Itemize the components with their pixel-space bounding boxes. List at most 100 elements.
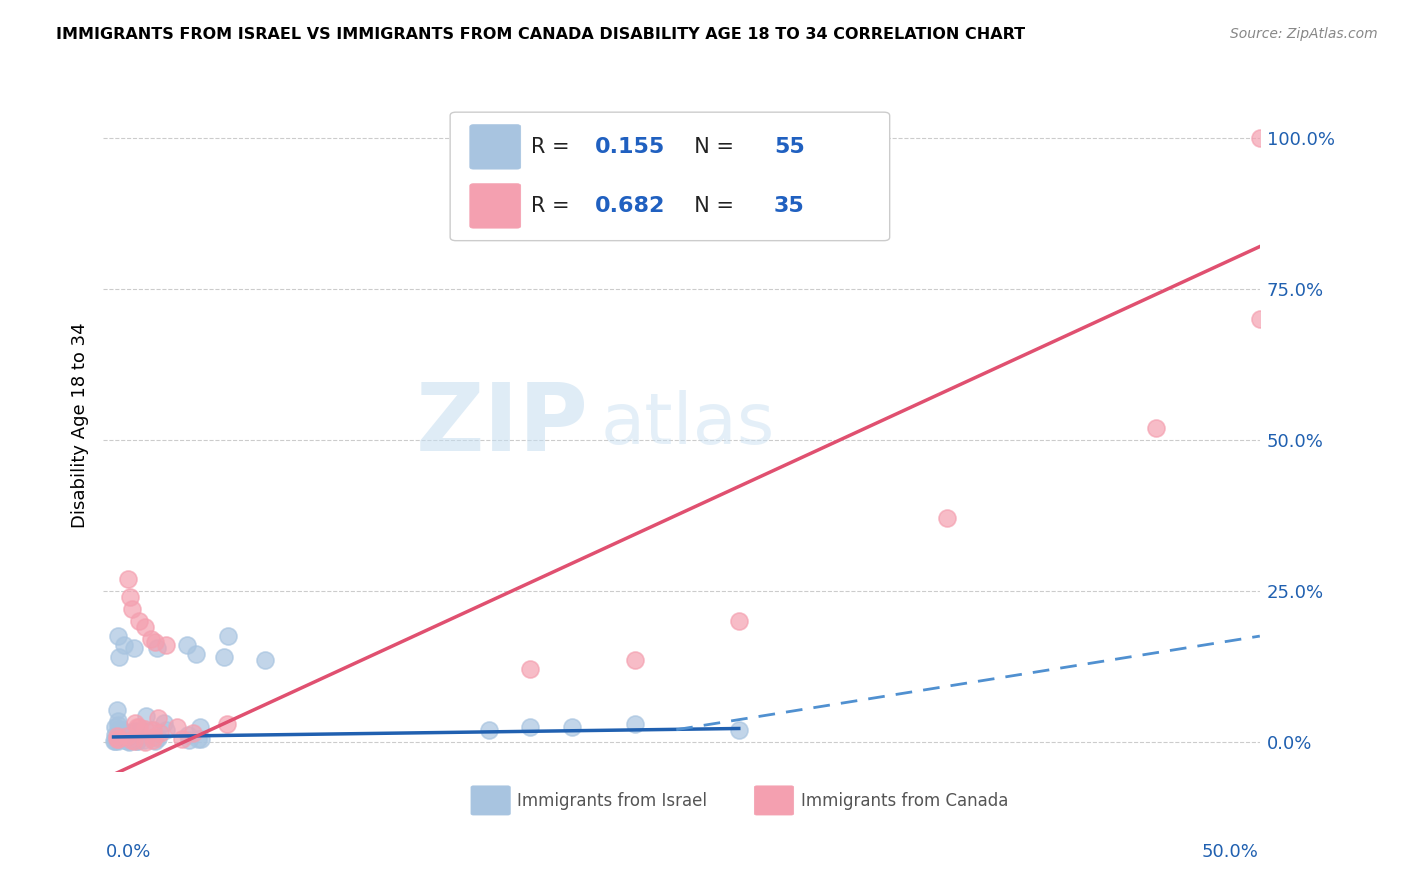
Text: atlas: atlas [600, 390, 775, 459]
Point [120, 732, 142, 747]
Point [111, 724, 134, 739]
Point [112, 638, 135, 652]
Point [121, 729, 143, 743]
Point [107, 722, 129, 736]
Point [125, 723, 148, 738]
FancyBboxPatch shape [755, 786, 793, 815]
Point [176, 638, 198, 652]
Point [103, 734, 125, 748]
Text: N =: N = [682, 136, 741, 157]
Point [127, 734, 149, 748]
Point [125, 731, 148, 746]
Point [1144, 421, 1167, 435]
Point [117, 572, 139, 586]
Point [141, 723, 163, 737]
Point [125, 724, 148, 739]
Point [107, 731, 129, 746]
Point [115, 729, 138, 743]
Point [177, 728, 200, 742]
Text: 0.155: 0.155 [595, 136, 665, 157]
Point [107, 629, 129, 643]
Point [142, 723, 165, 737]
Point [124, 716, 146, 731]
Point [117, 733, 139, 747]
Point [148, 731, 170, 746]
Point [155, 638, 177, 652]
Point [111, 723, 134, 737]
Point [149, 725, 172, 739]
Text: Immigrants from Canada: Immigrants from Canada [800, 792, 1008, 810]
Text: ZIP: ZIP [416, 379, 589, 471]
Point [184, 647, 207, 661]
Text: Immigrants from Israel: Immigrants from Israel [517, 792, 707, 810]
Point [108, 732, 131, 747]
Point [623, 716, 645, 731]
Point [139, 632, 162, 646]
Point [118, 735, 141, 749]
Point [187, 731, 209, 746]
Text: R =: R = [531, 136, 576, 157]
Point [142, 733, 165, 747]
Point [143, 734, 166, 748]
Point [107, 729, 129, 743]
FancyBboxPatch shape [470, 125, 520, 169]
Point [727, 614, 749, 628]
Point [623, 653, 645, 667]
Point [145, 641, 167, 656]
Point [108, 726, 131, 740]
Point [121, 725, 143, 739]
Point [148, 711, 170, 725]
Point [120, 590, 142, 604]
Text: N =: N = [682, 196, 741, 216]
Point [170, 732, 193, 747]
Y-axis label: Disability Age 18 to 34: Disability Age 18 to 34 [72, 322, 89, 527]
Point [155, 723, 177, 737]
Point [107, 731, 129, 746]
Point [519, 662, 541, 676]
Point [519, 720, 541, 734]
Point [143, 635, 166, 649]
Point [111, 732, 134, 747]
Point [107, 734, 129, 748]
Point [190, 731, 212, 746]
Text: IMMIGRANTS FROM ISRAEL VS IMMIGRANTS FROM CANADA DISABILITY AGE 18 TO 34 CORRELA: IMMIGRANTS FROM ISRAEL VS IMMIGRANTS FRO… [56, 27, 1025, 42]
Point [122, 734, 145, 748]
Point [125, 734, 148, 748]
Point [128, 720, 150, 734]
Text: 0.682: 0.682 [595, 196, 665, 216]
Point [166, 720, 188, 734]
Point [111, 732, 134, 747]
Point [188, 720, 211, 734]
Point [181, 725, 204, 739]
FancyBboxPatch shape [471, 786, 510, 815]
Text: 55: 55 [775, 136, 804, 157]
Point [177, 733, 200, 747]
Point [478, 723, 501, 737]
Text: 50.0%: 50.0% [1202, 843, 1258, 861]
Point [134, 735, 156, 749]
Point [727, 723, 749, 737]
Point [1249, 131, 1271, 145]
Point [128, 614, 150, 628]
Point [121, 602, 143, 616]
Point [107, 714, 129, 729]
Point [122, 641, 145, 656]
Text: 35: 35 [775, 196, 804, 216]
Point [104, 734, 127, 748]
Point [936, 511, 959, 525]
Text: R =: R = [531, 196, 576, 216]
Point [212, 650, 235, 665]
Point [135, 709, 157, 723]
Point [104, 728, 127, 742]
Point [125, 720, 148, 734]
FancyBboxPatch shape [450, 112, 890, 241]
Point [134, 722, 156, 736]
Point [114, 729, 136, 743]
Point [105, 703, 128, 717]
Point [254, 653, 277, 667]
Point [105, 731, 128, 746]
Point [114, 733, 136, 747]
Point [108, 650, 131, 665]
Point [143, 730, 166, 744]
Point [1249, 312, 1271, 326]
